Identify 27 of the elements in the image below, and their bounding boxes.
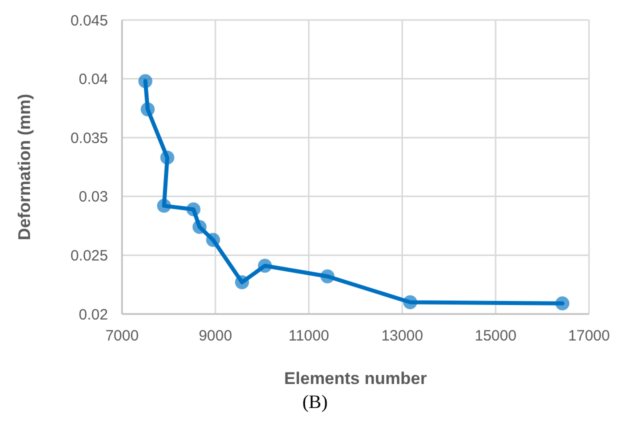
point [157,198,172,213]
text: (B) [301,392,329,414]
point [192,220,207,234]
point [160,150,174,165]
x-tick-label: 7000 [105,328,139,345]
x-tick-label: 9000 [198,328,232,345]
y-tick-label: 0.025 [70,248,108,265]
y-axis-title: Deformation (mm) [15,94,34,240]
point [206,232,220,247]
y-tick-label: 0.03 [78,188,108,206]
point [258,258,272,273]
x-axis-title: Elements number [284,369,428,388]
x-tick-label: 11000 [288,328,330,345]
point [138,74,152,88]
point [403,295,418,310]
point [555,296,570,310]
y-tick-label: 0.02 [78,306,108,324]
y-tick-label: 0.04 [78,71,108,88]
point [320,269,334,284]
x-tick-label: 15000 [474,328,516,345]
point [140,102,155,116]
point [186,202,200,216]
y-tick-label: 0.045 [70,12,108,30]
y-tick-label: 0.035 [70,130,108,147]
x-tick-label: 13000 [381,328,424,345]
x-tick-label: 17000 [568,328,610,345]
point [235,275,250,290]
